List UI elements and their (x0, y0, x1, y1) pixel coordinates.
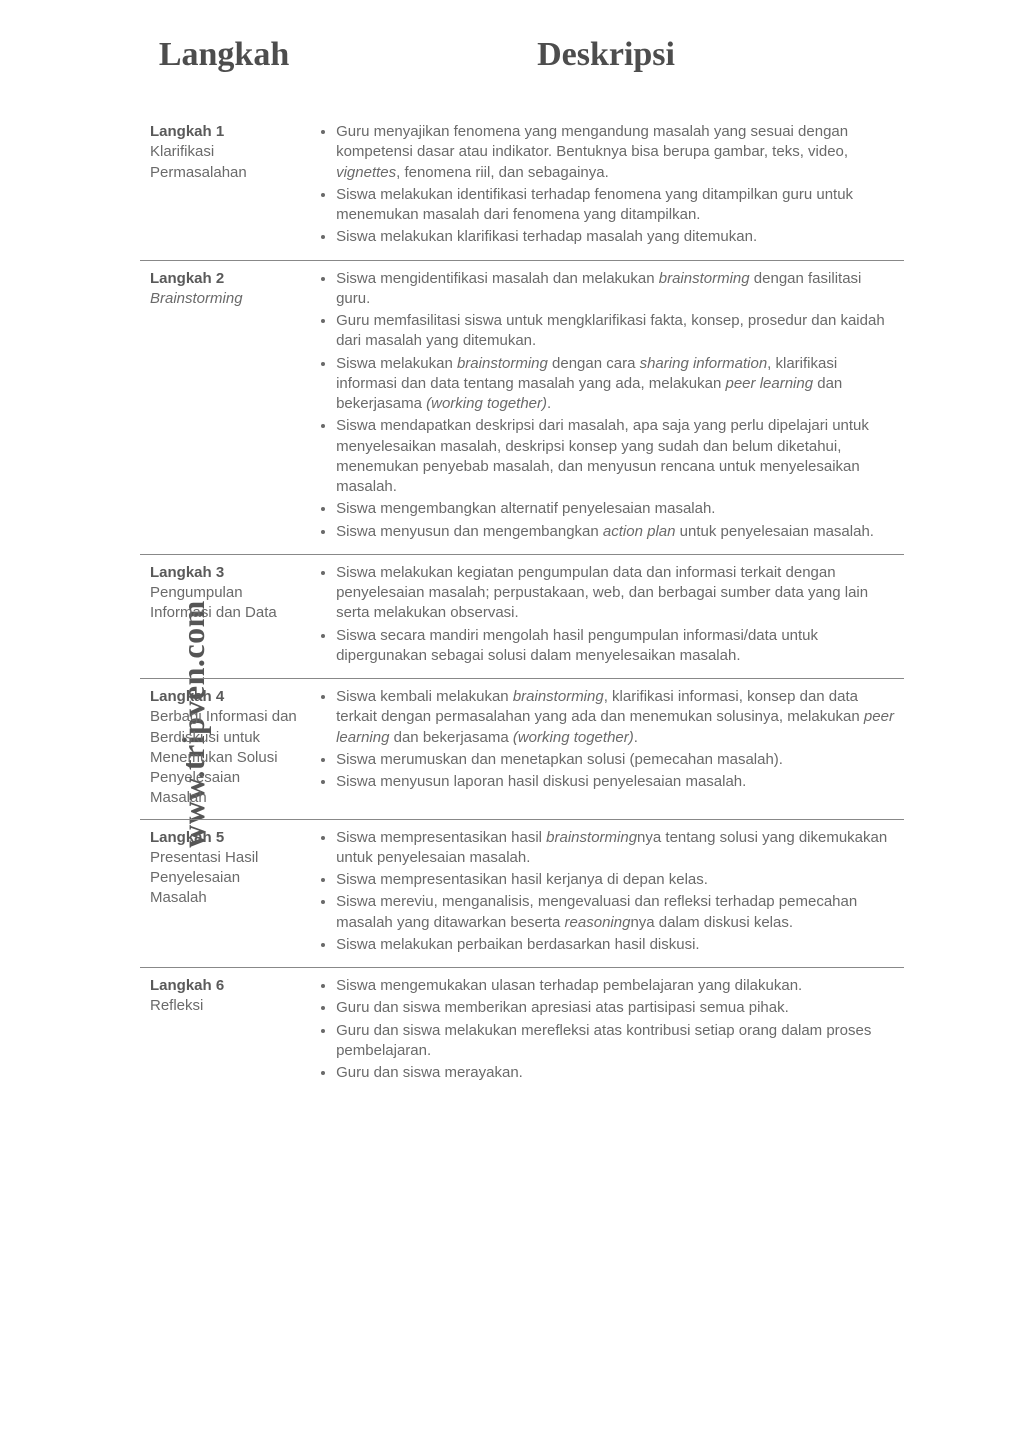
table-row: Langkah 3Pengumpulan Informasi dan Data S… (140, 554, 904, 678)
list-item: Siswa mendapatkan deskripsi dari masalah… (336, 416, 894, 497)
table-row: Langkah 2Brainstorming Siswa mengidentifi… (140, 260, 904, 554)
step-number: Langkah 2 (150, 269, 298, 289)
desc-cell: Siswa mempresentasikan hasil brainstormi… (308, 819, 904, 968)
desc-list: Siswa melakukan kegiatan pengumpulan dat… (318, 563, 894, 666)
list-item: Siswa merumuskan dan menetapkan solusi (… (336, 750, 894, 770)
desc-list: Siswa mengidentifikasi masalah dan melak… (318, 269, 894, 542)
desc-cell: Siswa mengidentifikasi masalah dan melak… (308, 260, 904, 554)
step-cell: Langkah 1Klarifikasi Permasalahan (140, 114, 308, 260)
table-row: Langkah 6Refleksi Siswa mengemukakan ulas… (140, 968, 904, 1096)
step-title: Brainstorming (150, 289, 298, 309)
desc-cell: Siswa mengemukakan ulasan terhadap pembe… (308, 968, 904, 1096)
step-cell: Langkah 2Brainstorming (140, 260, 308, 554)
step-title: Klarifikasi Permasalahan (150, 142, 298, 183)
desc-list: Siswa mengemukakan ulasan terhadap pembe… (318, 976, 894, 1083)
step-title: Presentasi Hasil Penyelesaian Masalah (150, 848, 298, 909)
step-cell: Langkah 3Pengumpulan Informasi dan Data (140, 554, 308, 678)
step-number: Langkah 3 (150, 563, 298, 583)
step-number: Langkah 5 (150, 828, 298, 848)
header-step: Langkah (140, 30, 308, 114)
header-desc: Deskripsi (308, 30, 904, 114)
step-number: Langkah 4 (150, 687, 298, 707)
desc-cell: Siswa melakukan kegiatan pengumpulan dat… (308, 554, 904, 678)
step-cell: Langkah 5Presentasi Hasil Penyelesaian M… (140, 819, 308, 968)
list-item: Siswa mengidentifikasi masalah dan melak… (336, 269, 894, 310)
list-item: Guru dan siswa melakukan merefleksi atas… (336, 1021, 894, 1062)
list-item: Siswa secara mandiri mengolah hasil peng… (336, 626, 894, 667)
page: www.tripven.com Langkah Deskripsi Langka… (0, 0, 1024, 1448)
step-title: Refleksi (150, 996, 298, 1016)
list-item: Siswa mengemukakan ulasan terhadap pembe… (336, 976, 894, 996)
list-item: Siswa melakukan brainstorming dengan car… (336, 354, 894, 415)
list-item: Guru dan siswa merayakan. (336, 1063, 894, 1083)
step-cell: Langkah 4Berbagi Informasi dan Berdiskus… (140, 679, 308, 820)
step-title: Berbagi Informasi dan Berdiskusi untuk M… (150, 707, 298, 808)
table-row: Langkah 5Presentasi Hasil Penyelesaian M… (140, 819, 904, 968)
header-row: Langkah Deskripsi (140, 30, 904, 114)
list-item: Guru menyajikan fenomena yang mengandung… (336, 122, 894, 183)
list-item: Siswa melakukan perbaikan berdasarkan ha… (336, 935, 894, 955)
step-number: Langkah 1 (150, 122, 298, 142)
list-item: Siswa mempresentasikan hasil brainstormi… (336, 828, 894, 869)
list-item: Siswa melakukan identifikasi terhadap fe… (336, 185, 894, 226)
step-cell: Langkah 6Refleksi (140, 968, 308, 1096)
table-row: Langkah 1Klarifikasi Permasalahan Guru me… (140, 114, 904, 260)
list-item: Siswa menyusun laporan hasil diskusi pen… (336, 772, 894, 792)
list-item: Siswa melakukan klarifikasi terhadap mas… (336, 227, 894, 247)
desc-list: Siswa mempresentasikan hasil brainstormi… (318, 828, 894, 956)
list-item: Siswa menyusun dan mengembangkan action … (336, 522, 894, 542)
desc-cell: Guru menyajikan fenomena yang mengandung… (308, 114, 904, 260)
list-item: Siswa kembali melakukan brainstorming, k… (336, 687, 894, 748)
list-item: Siswa mengembangkan alternatif penyelesa… (336, 499, 894, 519)
desc-cell: Siswa kembali melakukan brainstorming, k… (308, 679, 904, 820)
steps-table: Langkah Deskripsi Langkah 1Klarifikasi P… (140, 30, 904, 1095)
list-item: Guru dan siswa memberikan apresiasi atas… (336, 998, 894, 1018)
step-title: Pengumpulan Informasi dan Data (150, 583, 298, 624)
desc-list: Siswa kembali melakukan brainstorming, k… (318, 687, 894, 792)
table-row: Langkah 4Berbagi Informasi dan Berdiskus… (140, 679, 904, 820)
content-area: Langkah Deskripsi Langkah 1Klarifikasi P… (140, 30, 904, 1095)
list-item: Siswa melakukan kegiatan pengumpulan dat… (336, 563, 894, 624)
list-item: Siswa mereviu, menganalisis, mengevaluas… (336, 892, 894, 933)
list-item: Guru memfasilitasi siswa untuk mengklari… (336, 311, 894, 352)
step-number: Langkah 6 (150, 976, 298, 996)
list-item: Siswa mempresentasikan hasil kerjanya di… (336, 870, 894, 890)
desc-list: Guru menyajikan fenomena yang mengandung… (318, 122, 894, 248)
